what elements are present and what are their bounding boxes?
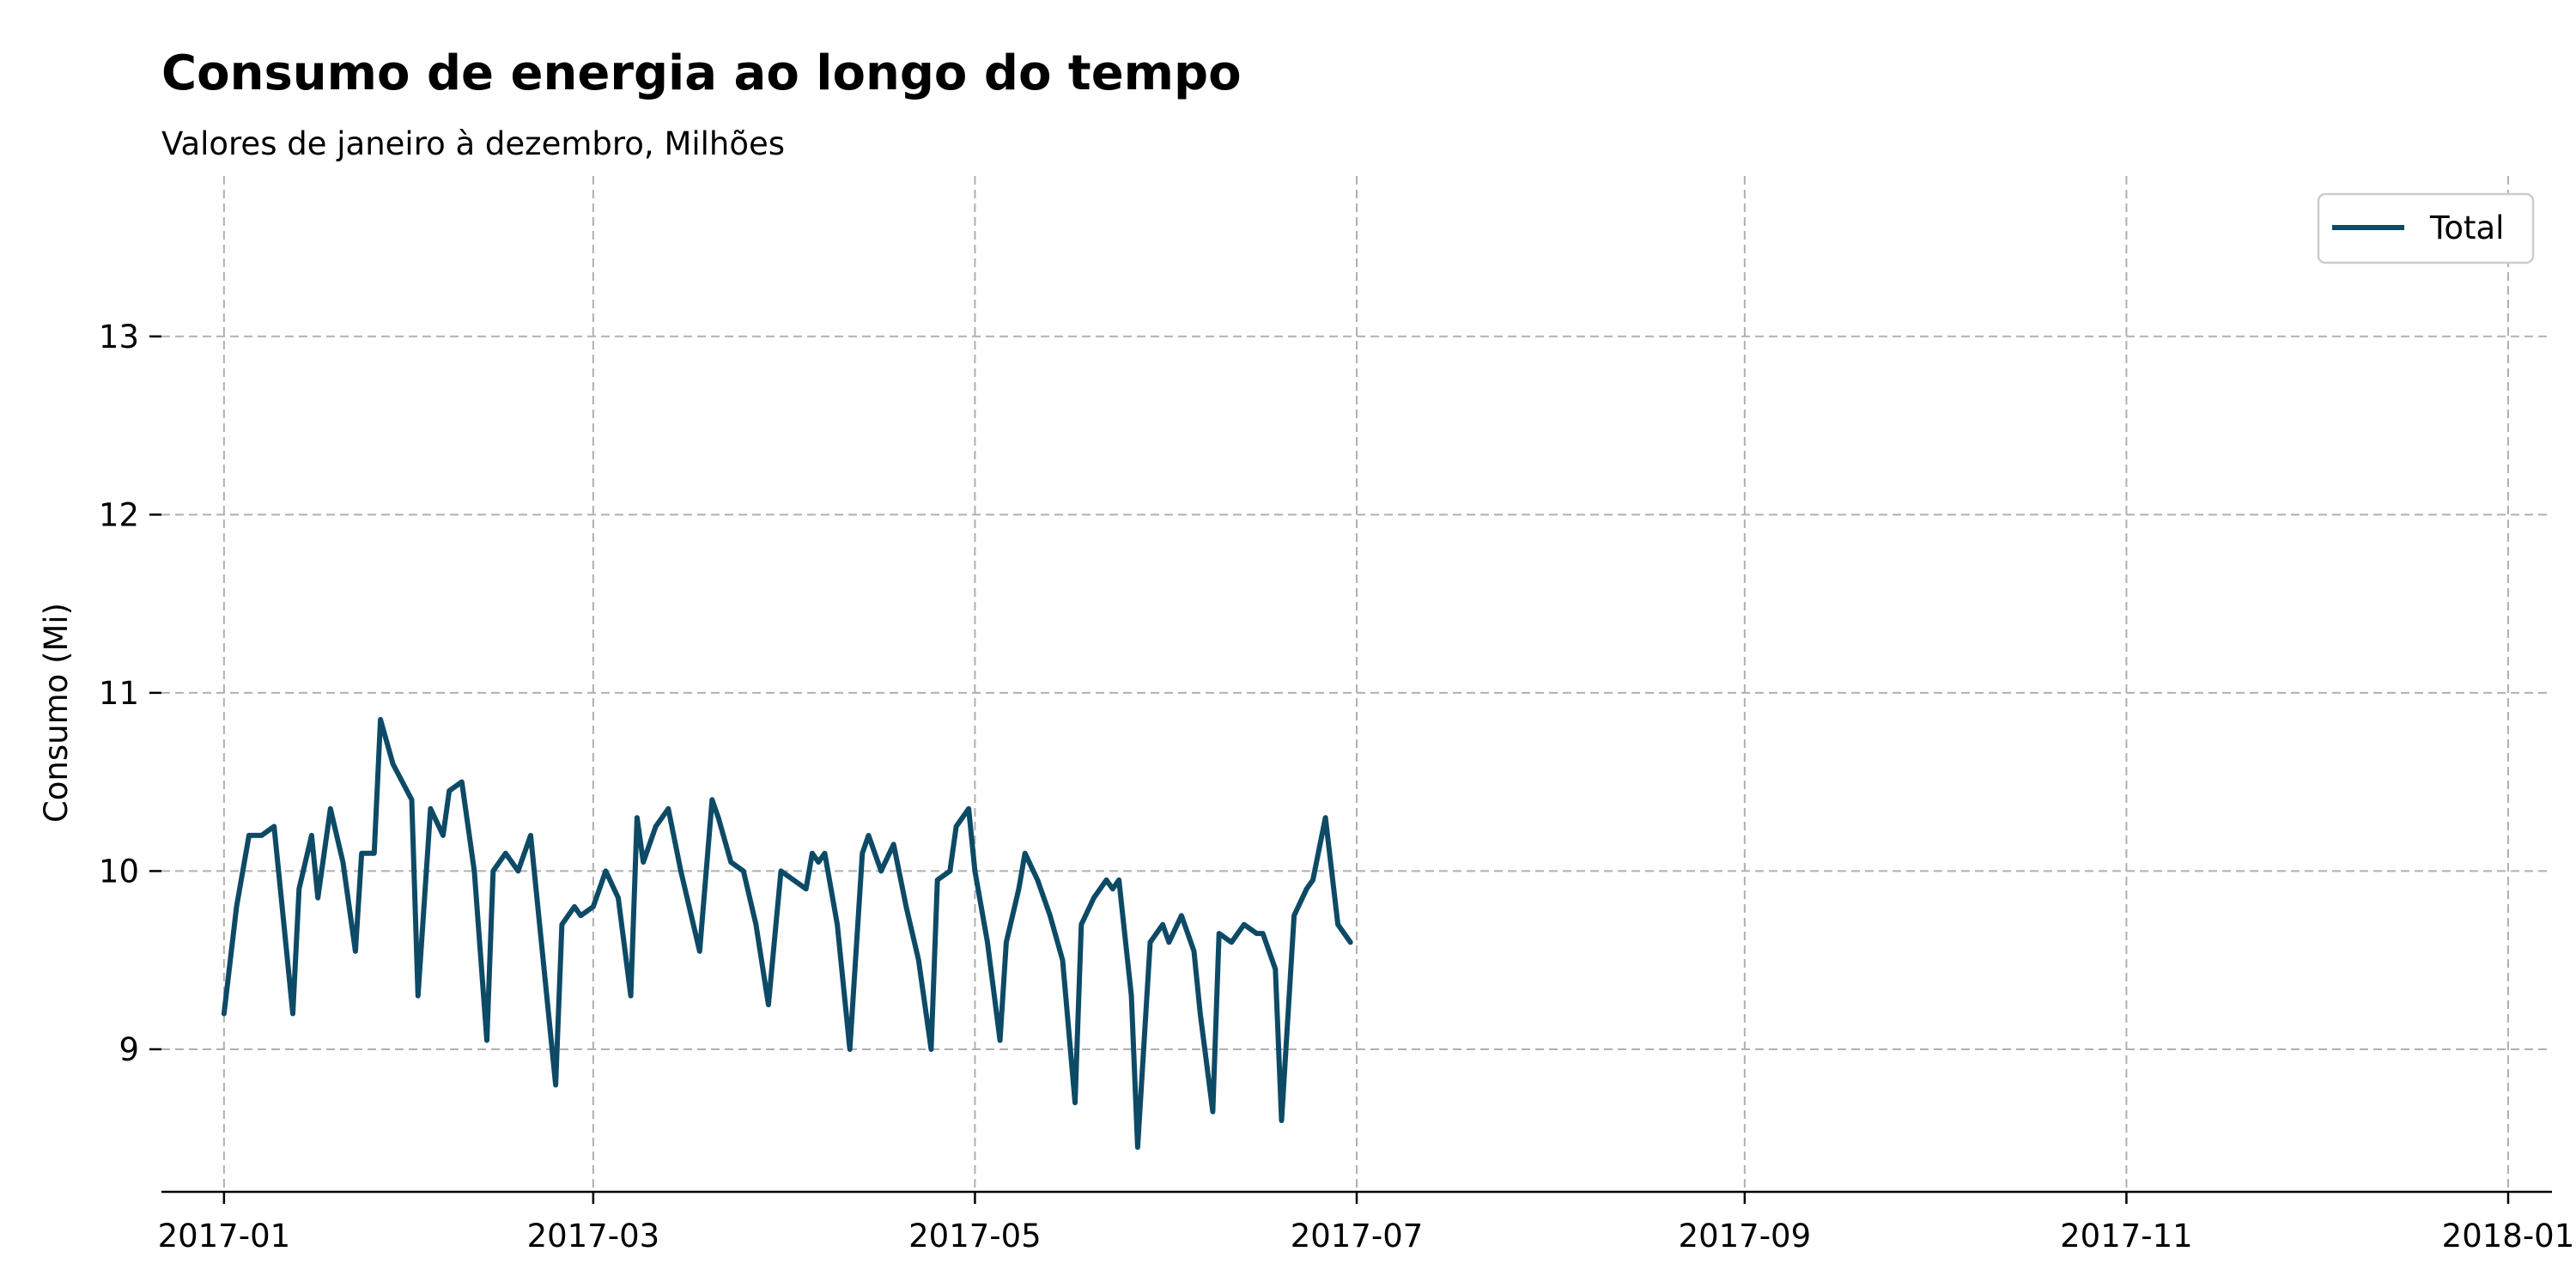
x-tick-label: 2017-03 (527, 1218, 660, 1255)
y-axis-label: Consumo (Mi) (38, 603, 75, 823)
x-tick-label: 2017-05 (908, 1218, 1042, 1255)
y-tick-label: 12 (99, 496, 139, 533)
x-tick-label: 2018-01 (2442, 1218, 2575, 1255)
series-line-total (221, 717, 1353, 1151)
legend-box (2317, 192, 2535, 264)
x-tick-label: 2017-11 (2060, 1218, 2193, 1255)
grid-lines (161, 176, 2552, 1192)
x-axis-ticks: 2017-01 2017-03 2017-05 2017-07 2017-09 2017-… (158, 1192, 2575, 1255)
chart-subtitle: Valores de janeiro à dezembro, Milhões (161, 125, 785, 162)
y-axis-ticks: 9 10 11 12 13 (99, 319, 161, 1068)
x-tick-label: 2017-09 (1679, 1218, 1812, 1255)
y-tick-label: 9 (118, 1031, 139, 1068)
y-tick-label: 11 (99, 675, 139, 712)
x-tick-label: 2017-01 (158, 1218, 291, 1255)
legend: Total (2317, 192, 2535, 264)
chart-title: Consumo de energia ao longo do tempo (161, 46, 1242, 101)
y-tick-label: 13 (99, 319, 139, 355)
y-tick-label: 10 (99, 853, 139, 890)
x-tick-label: 2017-07 (1291, 1218, 1424, 1255)
legend-label: Total (2429, 210, 2504, 246)
